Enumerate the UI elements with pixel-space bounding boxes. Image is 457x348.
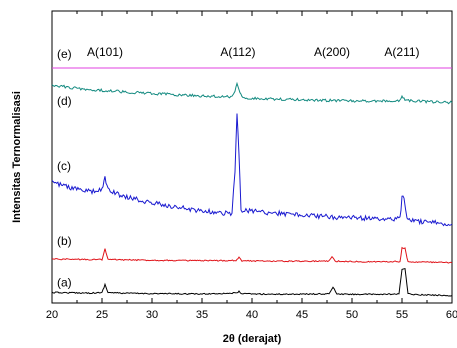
y-axis-title: Intensitas Ternormalisasi bbox=[11, 91, 23, 223]
x-tick-label: 20 bbox=[46, 309, 58, 321]
series-line-0 bbox=[51, 267, 453, 297]
x-tick-label: 35 bbox=[196, 309, 208, 321]
series-layer bbox=[51, 67, 453, 297]
x-tick-label: 45 bbox=[296, 309, 308, 321]
series-line-3 bbox=[51, 81, 453, 105]
series-label: (c) bbox=[57, 159, 71, 173]
x-axis-ticks: 20 25 30 35 40 45 50 55 60 bbox=[46, 11, 457, 321]
series-line-1 bbox=[51, 246, 453, 264]
x-tick-label: 55 bbox=[396, 309, 408, 321]
labels-layer: (a) (b) (c) (d) (e) bbox=[57, 47, 72, 290]
series-label: (b) bbox=[57, 234, 72, 248]
x-tick-label: 30 bbox=[146, 309, 158, 321]
x-tick-label: 60 bbox=[446, 309, 457, 321]
x-tick-label: 25 bbox=[96, 309, 108, 321]
peak-label: A(112) bbox=[220, 45, 255, 59]
x-axis-title: 2θ (derajat) bbox=[223, 333, 282, 345]
x-tick-label: 40 bbox=[246, 309, 258, 321]
x-tick-label: 50 bbox=[346, 309, 358, 321]
series-line-2 bbox=[51, 113, 453, 227]
series-label: (a) bbox=[57, 276, 72, 290]
peak-label: A(211) bbox=[384, 45, 419, 59]
peak-annotations: A(101) A(112) A(200) A(211) bbox=[87, 45, 420, 59]
peak-label: A(101) bbox=[87, 45, 123, 59]
series-label: (d) bbox=[57, 94, 72, 108]
series-label: (e) bbox=[57, 47, 72, 61]
peak-label: A(200) bbox=[314, 45, 350, 59]
